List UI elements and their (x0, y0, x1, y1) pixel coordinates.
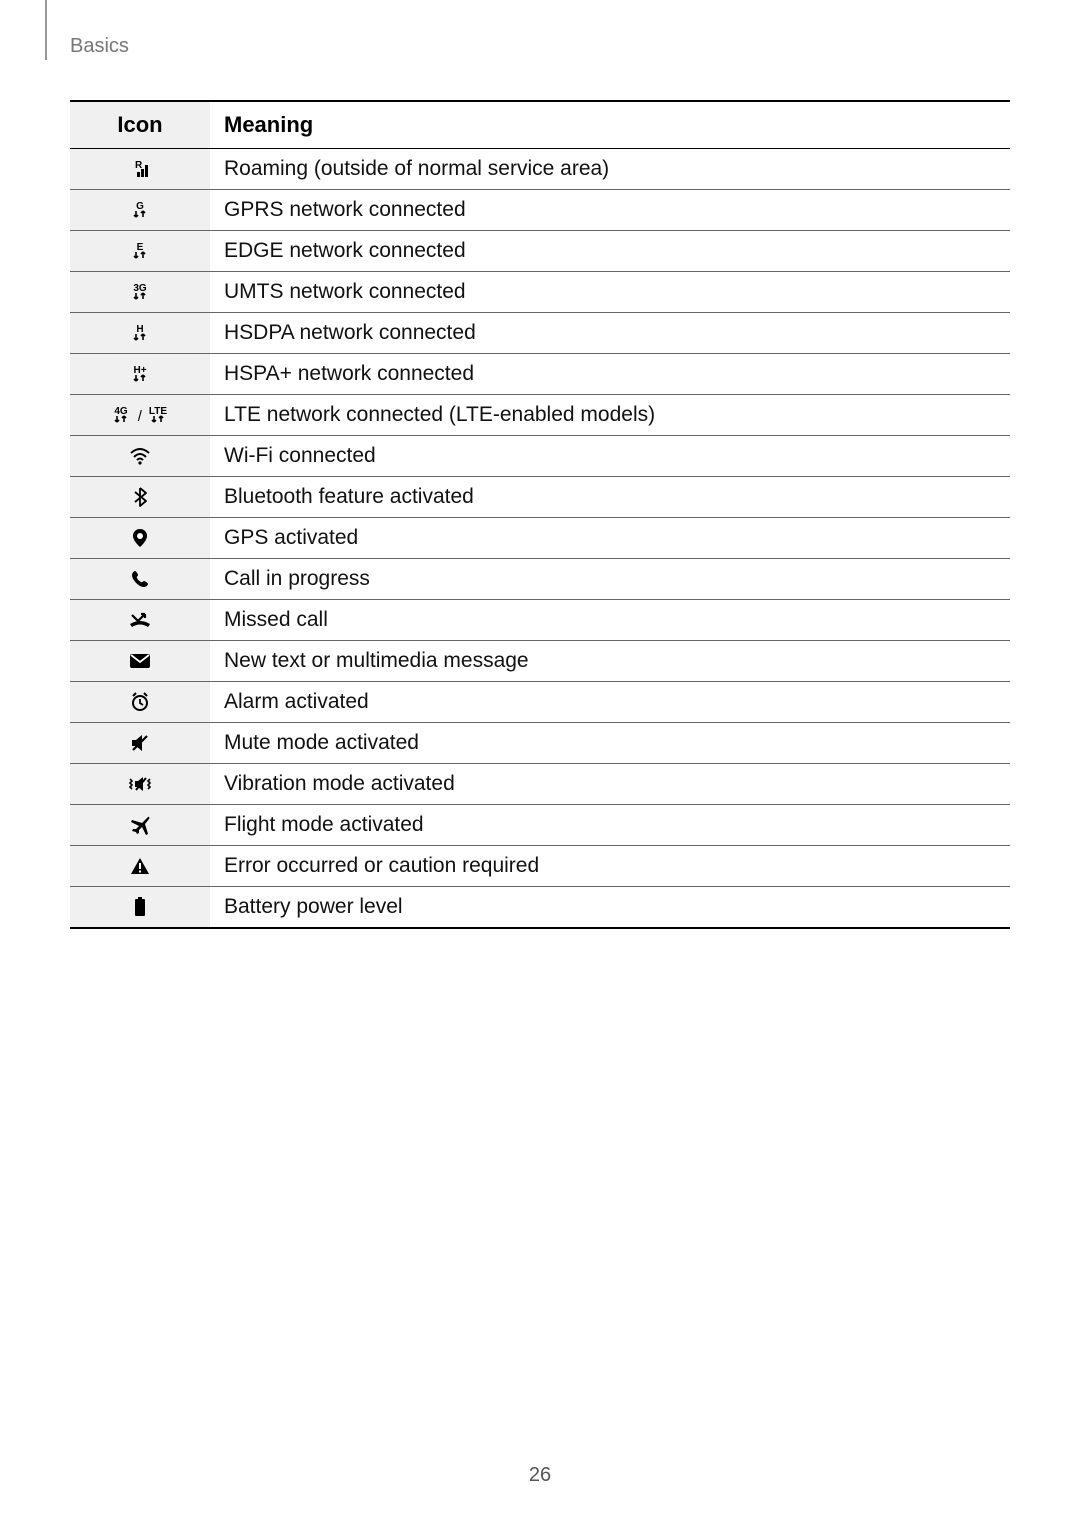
meaning-text: Call in progress (210, 559, 1010, 600)
column-header-icon: Icon (70, 101, 210, 149)
svg-text:4G: 4G (114, 406, 128, 417)
meaning-text: GPS activated (210, 518, 1010, 559)
meaning-text: Vibration mode activated (210, 764, 1010, 805)
meaning-text: Flight mode activated (210, 805, 1010, 846)
table-row: Missed call (70, 600, 1010, 641)
table-row: Battery power level (70, 887, 1010, 929)
column-header-meaning: Meaning (210, 101, 1010, 149)
mute-icon (70, 723, 210, 764)
svg-text:LTE: LTE (149, 406, 167, 417)
bluetooth-icon (70, 477, 210, 518)
breadcrumb: Basics (70, 35, 129, 58)
edge-icon: E (70, 231, 210, 272)
table-row: H+ HSPA+ network connected (70, 354, 1010, 395)
flight-icon (70, 805, 210, 846)
table-row: 4G / LTE LTE network connected (LTE-enab… (70, 395, 1010, 436)
battery-icon (70, 887, 210, 929)
message-icon (70, 641, 210, 682)
meaning-text: Missed call (210, 600, 1010, 641)
table-row: Vibration mode activated (70, 764, 1010, 805)
meaning-text: Roaming (outside of normal service area) (210, 149, 1010, 190)
table-row: Alarm activated (70, 682, 1010, 723)
table-row: Mute mode activated (70, 723, 1010, 764)
meaning-text: Alarm activated (210, 682, 1010, 723)
svg-text:E: E (137, 242, 144, 253)
page-number: 26 (0, 1464, 1080, 1487)
alarm-icon (70, 682, 210, 723)
meaning-text: HSPA+ network connected (210, 354, 1010, 395)
icon-meaning-table: Icon Meaning R Roaming (outside of norma… (70, 100, 1010, 929)
meaning-text: HSDPA network connected (210, 313, 1010, 354)
table-row: R Roaming (outside of normal service are… (70, 149, 1010, 190)
table-row: G GPRS network connected (70, 190, 1010, 231)
svg-text:H: H (136, 324, 143, 335)
svg-text:G: G (136, 201, 144, 212)
table-row: Wi-Fi connected (70, 436, 1010, 477)
meaning-text: New text or multimedia message (210, 641, 1010, 682)
table-row: Flight mode activated (70, 805, 1010, 846)
umts-icon: 3G (70, 272, 210, 313)
gps-icon (70, 518, 210, 559)
wifi-icon (70, 436, 210, 477)
table-header-row: Icon Meaning (70, 101, 1010, 149)
call-icon (70, 559, 210, 600)
gprs-icon: G (70, 190, 210, 231)
roaming-icon: R (70, 149, 210, 190)
meaning-text: Battery power level (210, 887, 1010, 929)
meaning-text: Bluetooth feature activated (210, 477, 1010, 518)
table-row: New text or multimedia message (70, 641, 1010, 682)
table-row: Bluetooth feature activated (70, 477, 1010, 518)
table-row: Call in progress (70, 559, 1010, 600)
table-row: E EDGE network connected (70, 231, 1010, 272)
hspa-plus-icon: H+ (70, 354, 210, 395)
lte-icon: 4G / LTE (70, 395, 210, 436)
meaning-text: Wi-Fi connected (210, 436, 1010, 477)
table-row: GPS activated (70, 518, 1010, 559)
hsdpa-icon: H (70, 313, 210, 354)
lte-separator: / (138, 408, 146, 425)
svg-text:3G: 3G (133, 283, 147, 294)
vibration-icon (70, 764, 210, 805)
header-vertical-rule (45, 0, 47, 60)
meaning-text: EDGE network connected (210, 231, 1010, 272)
icon-meaning-table-container: Icon Meaning R Roaming (outside of norma… (70, 100, 1010, 929)
table-row: 3G UMTS network connected (70, 272, 1010, 313)
meaning-text: UMTS network connected (210, 272, 1010, 313)
table-row: H HSDPA network connected (70, 313, 1010, 354)
meaning-text: GPRS network connected (210, 190, 1010, 231)
meaning-text: Mute mode activated (210, 723, 1010, 764)
meaning-text: LTE network connected (LTE-enabled model… (210, 395, 1010, 436)
svg-text:H+: H+ (133, 365, 146, 376)
table-row: Error occurred or caution required (70, 846, 1010, 887)
error-icon (70, 846, 210, 887)
missed-call-icon (70, 600, 210, 641)
meaning-text: Error occurred or caution required (210, 846, 1010, 887)
